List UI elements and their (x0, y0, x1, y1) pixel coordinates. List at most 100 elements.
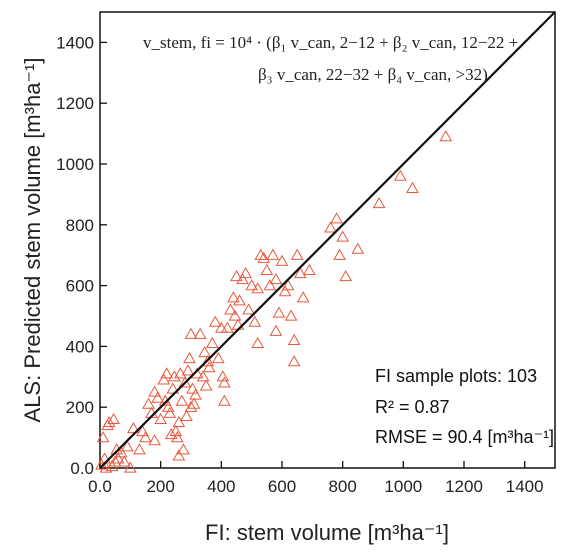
data-point (236, 273, 249, 285)
data-point (178, 376, 192, 388)
x-axis-title: FI: stem volume [m³ha⁻¹] (205, 520, 449, 545)
data-point (127, 421, 140, 434)
data-point (181, 364, 195, 376)
data-point (230, 269, 243, 282)
annotation-rmse: RMSE = 90.4 [m³ha⁻¹] (375, 427, 554, 447)
data-point (245, 279, 259, 291)
data-point (117, 455, 131, 467)
data-point (154, 412, 168, 424)
data-point (163, 406, 177, 418)
data-point (133, 443, 146, 455)
x-tick-label: 600 (268, 477, 296, 496)
data-point (324, 221, 337, 233)
data-point (254, 248, 268, 260)
data-point (296, 291, 310, 303)
data-point (336, 230, 350, 242)
data-point (120, 440, 134, 452)
data-point (239, 266, 252, 279)
data-point (148, 434, 161, 446)
data-point (406, 181, 419, 193)
x-tick-label: 200 (146, 477, 174, 496)
data-point (211, 352, 225, 364)
data-point (175, 394, 189, 406)
data-point (393, 169, 407, 181)
y-tick-label: 1200 (56, 94, 94, 113)
data-point (281, 279, 295, 291)
data-point (114, 446, 128, 458)
y-axis-title: ALS: Predicted stem volume [m³ha⁻¹] (20, 58, 45, 423)
data-point (164, 428, 178, 440)
data-point (167, 370, 181, 382)
data-point (218, 394, 231, 406)
data-point (260, 263, 274, 276)
data-point (333, 248, 346, 260)
data-point (269, 273, 283, 285)
data-point (196, 370, 210, 382)
x-tick-label: 0.0 (88, 477, 112, 496)
data-point (287, 355, 301, 367)
data-point (257, 251, 271, 263)
data-point (198, 345, 212, 358)
data-point (330, 212, 343, 224)
data-point (108, 455, 122, 467)
data-point (172, 415, 186, 428)
data-point (174, 367, 187, 379)
data-point (272, 306, 286, 318)
data-point (224, 303, 237, 315)
data-point (160, 367, 174, 379)
plot-frame (99, 11, 556, 469)
data-point (248, 315, 262, 327)
data-point (287, 333, 301, 345)
data-points (95, 130, 453, 473)
data-point (170, 431, 184, 443)
data-point (157, 373, 171, 385)
data-point (263, 279, 277, 291)
data-point (439, 130, 453, 142)
data-point (107, 412, 121, 424)
data-point (183, 352, 196, 364)
y-tick-label: 1400 (56, 33, 94, 52)
y-tick-label: 200 (66, 398, 94, 417)
data-point (187, 397, 201, 409)
y-tick-label: 400 (66, 337, 94, 356)
y-tick-label: 0.0 (70, 459, 94, 478)
data-point (233, 294, 246, 306)
data-point (339, 269, 353, 282)
data-point (148, 385, 161, 397)
annotation-sample-plots: FI sample plots: 103 (375, 366, 537, 386)
data-point (189, 388, 202, 400)
data-point (351, 242, 365, 254)
data-point (123, 461, 137, 473)
data-point (202, 361, 216, 373)
data-point (172, 449, 186, 461)
data-point (221, 321, 234, 333)
y-tick-label: 600 (66, 277, 94, 296)
data-point (139, 431, 152, 443)
data-point (275, 254, 289, 266)
equation-line-1: v_stem, fi = 10⁴ · (β₁ v_can, 2−12 + β₂ … (143, 33, 518, 52)
data-point (111, 452, 125, 464)
data-point (96, 431, 110, 443)
data-point (266, 248, 280, 260)
data-point (227, 291, 240, 303)
x-tick-label: 1400 (506, 477, 544, 496)
data-point (193, 327, 207, 339)
x-tick-label: 400 (207, 477, 235, 496)
data-point (184, 327, 198, 339)
data-point (218, 376, 231, 388)
y-tick-label: 800 (66, 216, 94, 235)
data-point (142, 397, 155, 409)
data-point (251, 336, 265, 348)
x-axis-ticks: 0.0 200 400 600 800 1000 1200 1400 (88, 461, 544, 496)
data-point (228, 309, 242, 321)
data-point (284, 309, 298, 321)
data-point (136, 425, 149, 437)
data-point (177, 443, 190, 455)
data-point (151, 391, 164, 403)
data-point (166, 382, 180, 394)
data-point (208, 315, 222, 327)
x-tick-label: 1200 (445, 477, 483, 496)
data-point (186, 382, 199, 394)
data-point (251, 282, 265, 294)
